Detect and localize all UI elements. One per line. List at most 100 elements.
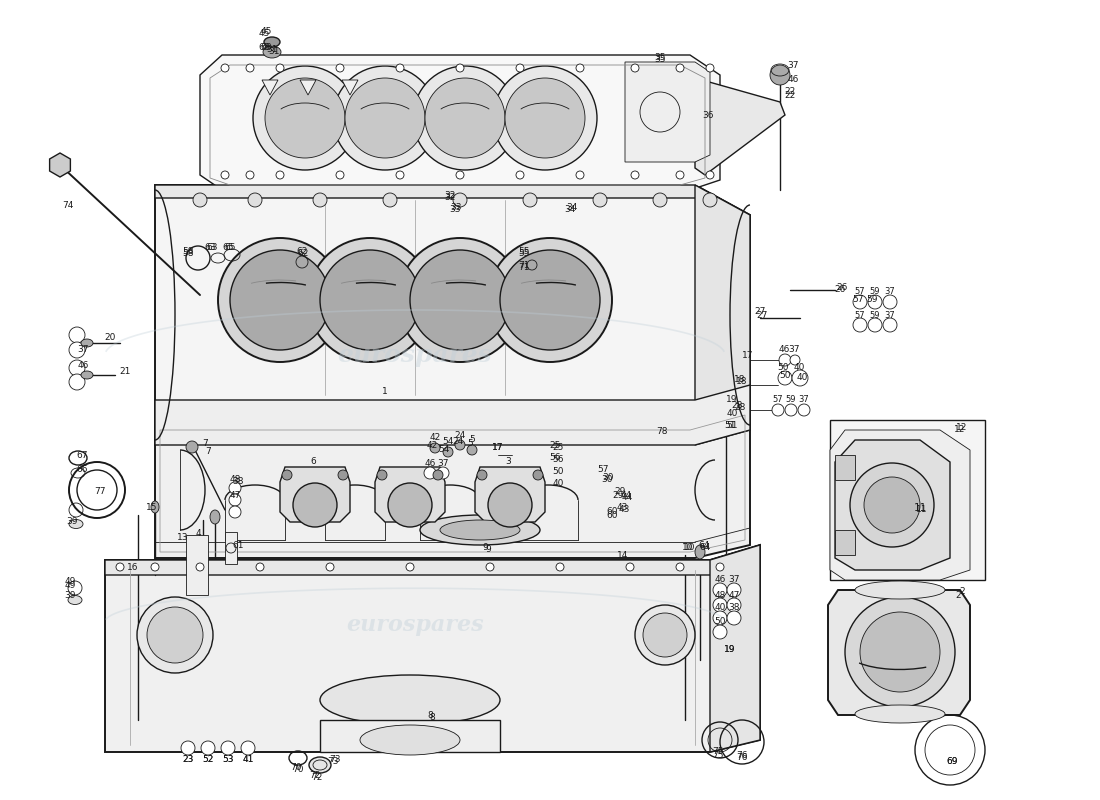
Circle shape bbox=[246, 171, 254, 179]
Text: 61: 61 bbox=[232, 541, 244, 550]
Text: 37: 37 bbox=[728, 575, 739, 585]
Text: 1: 1 bbox=[382, 387, 388, 397]
Text: 73: 73 bbox=[329, 755, 341, 765]
Text: 37: 37 bbox=[438, 458, 449, 467]
Text: 76: 76 bbox=[736, 754, 748, 762]
Ellipse shape bbox=[309, 757, 331, 773]
Circle shape bbox=[778, 371, 792, 385]
Circle shape bbox=[433, 470, 443, 480]
Ellipse shape bbox=[360, 725, 460, 755]
Text: 33: 33 bbox=[450, 203, 462, 213]
Text: 54: 54 bbox=[442, 438, 453, 446]
Circle shape bbox=[516, 171, 524, 179]
Text: 51: 51 bbox=[726, 421, 738, 430]
Circle shape bbox=[477, 470, 487, 480]
Circle shape bbox=[868, 318, 882, 332]
Text: 14: 14 bbox=[617, 550, 629, 559]
Circle shape bbox=[326, 563, 334, 571]
Circle shape bbox=[850, 463, 934, 547]
Circle shape bbox=[425, 78, 505, 158]
Circle shape bbox=[69, 374, 85, 390]
Text: 47: 47 bbox=[728, 590, 739, 599]
Circle shape bbox=[727, 583, 741, 597]
Ellipse shape bbox=[81, 339, 94, 347]
Circle shape bbox=[779, 354, 791, 366]
Text: 28: 28 bbox=[735, 403, 746, 413]
Circle shape bbox=[488, 483, 532, 527]
Text: 19: 19 bbox=[726, 395, 738, 405]
Text: 50: 50 bbox=[778, 363, 789, 373]
Text: 9: 9 bbox=[485, 546, 491, 554]
Text: 42: 42 bbox=[429, 434, 441, 442]
Text: 21: 21 bbox=[119, 367, 131, 377]
Circle shape bbox=[396, 64, 404, 72]
Circle shape bbox=[229, 482, 241, 494]
Text: 24: 24 bbox=[454, 430, 465, 439]
Text: 38: 38 bbox=[232, 478, 244, 486]
Circle shape bbox=[556, 563, 564, 571]
Ellipse shape bbox=[68, 595, 82, 605]
Circle shape bbox=[516, 64, 524, 72]
Text: 31: 31 bbox=[268, 47, 279, 57]
Text: 20: 20 bbox=[104, 334, 116, 342]
Circle shape bbox=[635, 605, 695, 665]
Circle shape bbox=[798, 404, 810, 416]
Circle shape bbox=[186, 441, 198, 453]
Text: 75: 75 bbox=[713, 750, 724, 759]
Circle shape bbox=[345, 78, 425, 158]
Text: 67: 67 bbox=[76, 450, 88, 459]
Polygon shape bbox=[375, 467, 446, 522]
Circle shape bbox=[336, 171, 344, 179]
Circle shape bbox=[293, 483, 337, 527]
Text: 43: 43 bbox=[616, 503, 628, 513]
Circle shape bbox=[276, 171, 284, 179]
Ellipse shape bbox=[210, 510, 220, 524]
Circle shape bbox=[713, 598, 727, 612]
Text: 3: 3 bbox=[505, 458, 510, 466]
Circle shape bbox=[453, 193, 468, 207]
Circle shape bbox=[486, 563, 494, 571]
Text: 50: 50 bbox=[552, 467, 563, 477]
Text: 46: 46 bbox=[77, 361, 89, 370]
Polygon shape bbox=[710, 545, 760, 752]
Text: 59: 59 bbox=[870, 287, 880, 297]
Text: 45: 45 bbox=[261, 27, 272, 37]
Ellipse shape bbox=[695, 545, 705, 559]
Text: eurospares: eurospares bbox=[338, 343, 493, 367]
Text: 23: 23 bbox=[183, 755, 194, 765]
Polygon shape bbox=[695, 78, 785, 175]
Circle shape bbox=[336, 64, 344, 72]
Text: 40: 40 bbox=[714, 603, 726, 613]
Circle shape bbox=[790, 355, 800, 365]
Text: 66: 66 bbox=[76, 466, 88, 474]
Text: 35: 35 bbox=[654, 53, 666, 62]
Text: 12: 12 bbox=[955, 426, 966, 434]
Circle shape bbox=[69, 360, 85, 376]
Text: 72: 72 bbox=[311, 773, 322, 782]
Circle shape bbox=[410, 250, 510, 350]
Circle shape bbox=[147, 607, 204, 663]
Text: 49: 49 bbox=[64, 578, 76, 586]
Circle shape bbox=[248, 193, 262, 207]
Circle shape bbox=[676, 171, 684, 179]
Text: 44: 44 bbox=[620, 491, 631, 501]
Polygon shape bbox=[155, 185, 750, 225]
Text: 5: 5 bbox=[468, 438, 473, 447]
Text: 63: 63 bbox=[205, 242, 216, 251]
Circle shape bbox=[576, 171, 584, 179]
Circle shape bbox=[333, 66, 437, 170]
Text: 26: 26 bbox=[834, 286, 846, 294]
Text: 28: 28 bbox=[732, 401, 742, 410]
Text: 57: 57 bbox=[852, 295, 864, 305]
Polygon shape bbox=[835, 440, 950, 570]
Circle shape bbox=[468, 445, 477, 455]
Text: 49: 49 bbox=[64, 581, 76, 590]
Circle shape bbox=[192, 193, 207, 207]
Text: 64: 64 bbox=[700, 543, 711, 553]
Circle shape bbox=[430, 443, 440, 453]
Circle shape bbox=[246, 64, 254, 72]
Text: 30: 30 bbox=[603, 474, 614, 482]
Circle shape bbox=[314, 193, 327, 207]
Circle shape bbox=[221, 741, 235, 755]
Text: 44: 44 bbox=[621, 494, 632, 502]
